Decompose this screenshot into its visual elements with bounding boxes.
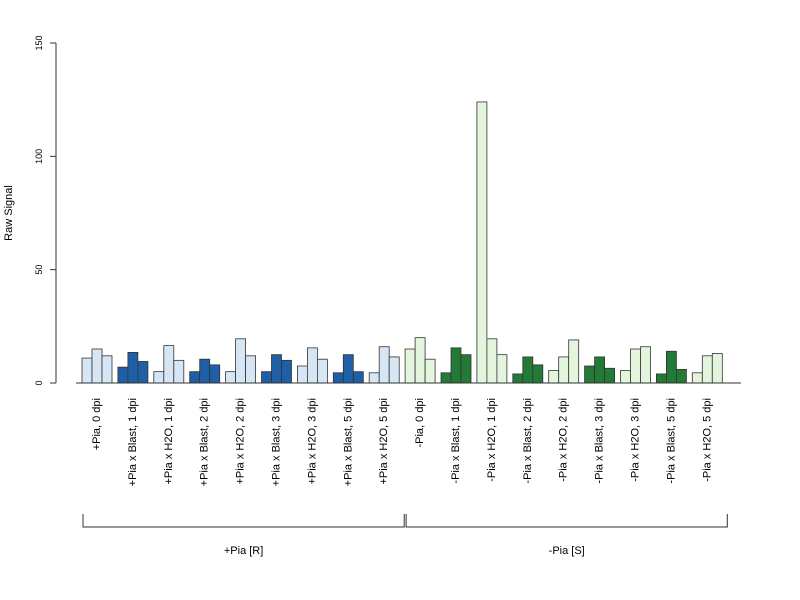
- x-tick-label: +Pia x Blast, 2 dpi: [199, 398, 211, 486]
- y-tick-label: 100: [34, 149, 44, 164]
- x-tick-label: -Pia x H2O, 5 dpi: [701, 398, 713, 482]
- bar: [117, 366, 129, 384]
- bar: [701, 355, 713, 384]
- bar: [594, 356, 605, 384]
- group-bracket-label: +Pia [R]: [224, 545, 263, 557]
- bar: [691, 372, 703, 384]
- x-tick-label: -Pia x H2O, 3 dpi: [630, 398, 642, 482]
- bar: [640, 346, 651, 384]
- bar: [209, 364, 221, 384]
- bar: [199, 358, 211, 384]
- bar: [342, 354, 354, 384]
- bar: [189, 371, 201, 384]
- bar: [245, 355, 257, 384]
- bar: [558, 356, 570, 384]
- x-tick-label: +Pia, 0 dpi: [91, 398, 103, 450]
- x-tick-label: -Pia x Blast, 2 dpi: [522, 398, 534, 484]
- bar: [620, 370, 631, 384]
- bar: [261, 371, 272, 384]
- bar: [137, 361, 149, 384]
- x-tick-label: +Pia x Blast, 5 dpi: [342, 398, 354, 486]
- bar: [630, 348, 641, 384]
- x-tick-label: +Pia x H2O, 2 dpi: [235, 398, 247, 485]
- x-tick-label: +Pia x H2O, 3 dpi: [306, 398, 318, 485]
- bar: [388, 356, 400, 384]
- bar: [496, 354, 508, 384]
- bar: [352, 371, 364, 384]
- bar: [235, 338, 247, 384]
- y-tick-label: 150: [34, 35, 44, 50]
- bar: [666, 350, 677, 384]
- bar: [271, 354, 282, 384]
- x-tick-label: -Pia x H2O, 1 dpi: [486, 398, 498, 482]
- bar: [306, 347, 318, 384]
- bar: [568, 339, 580, 384]
- group-bracket-label: -Pia [S]: [549, 545, 585, 557]
- group-brackets: +Pia [R] -Pia [S]: [82, 514, 728, 557]
- bar: [101, 355, 113, 384]
- x-tick-labels: +Pia, 0 dpi +Pia x Blast, 1 dpi +Pia x H2O…: [91, 398, 713, 486]
- group-bracket: [405, 514, 728, 528]
- x-tick-label: +Pia x H2O, 1 dpi: [163, 398, 175, 485]
- bar: [173, 359, 185, 384]
- x-tick-label: -Pia, 0 dpi: [414, 398, 426, 448]
- bar: [604, 367, 615, 384]
- bars: [81, 101, 723, 384]
- bar: [368, 372, 380, 384]
- x-tick-label: +Pia x H2O, 5 dpi: [378, 398, 390, 485]
- bar: [91, 348, 103, 384]
- x-tick-label: -Pia x Blast, 1 dpi: [450, 398, 462, 484]
- x-tick-label: -Pia x Blast, 5 dpi: [665, 398, 677, 484]
- bar: [153, 371, 165, 384]
- y-axis: 0 50 100 150: [34, 35, 57, 386]
- x-tick-label: +Pia x Blast, 3 dpi: [271, 398, 283, 486]
- bar: [460, 354, 472, 384]
- bar: [476, 101, 488, 384]
- bar: [127, 351, 139, 384]
- bar: [711, 353, 723, 384]
- bar: [486, 338, 498, 384]
- bar: [656, 373, 667, 384]
- bar: [296, 365, 308, 384]
- bar: [404, 348, 416, 384]
- bar: [512, 373, 524, 384]
- bar: [440, 372, 452, 384]
- group-bracket: [82, 514, 405, 528]
- x-tick-label: -Pia x Blast, 3 dpi: [594, 398, 606, 484]
- bar: [414, 337, 426, 384]
- bar: [378, 346, 390, 384]
- bar: [332, 372, 344, 384]
- bar: [522, 356, 534, 384]
- bar: [424, 358, 436, 384]
- bar: [532, 364, 544, 384]
- y-tick-label: 0: [34, 380, 44, 385]
- x-tick-label: +Pia x Blast, 1 dpi: [127, 398, 139, 486]
- bar: [584, 365, 595, 384]
- bar: [81, 357, 93, 384]
- bar: [163, 345, 175, 384]
- bar: [316, 358, 328, 384]
- bar: [225, 371, 237, 384]
- bar: [548, 370, 560, 384]
- y-tick-label: 50: [34, 265, 44, 275]
- bar: [676, 368, 687, 384]
- x-tick-label: -Pia x H2O, 2 dpi: [558, 398, 570, 482]
- bar: [281, 359, 292, 384]
- y-axis-label: Raw Signal: [3, 185, 15, 241]
- bar: [450, 347, 462, 384]
